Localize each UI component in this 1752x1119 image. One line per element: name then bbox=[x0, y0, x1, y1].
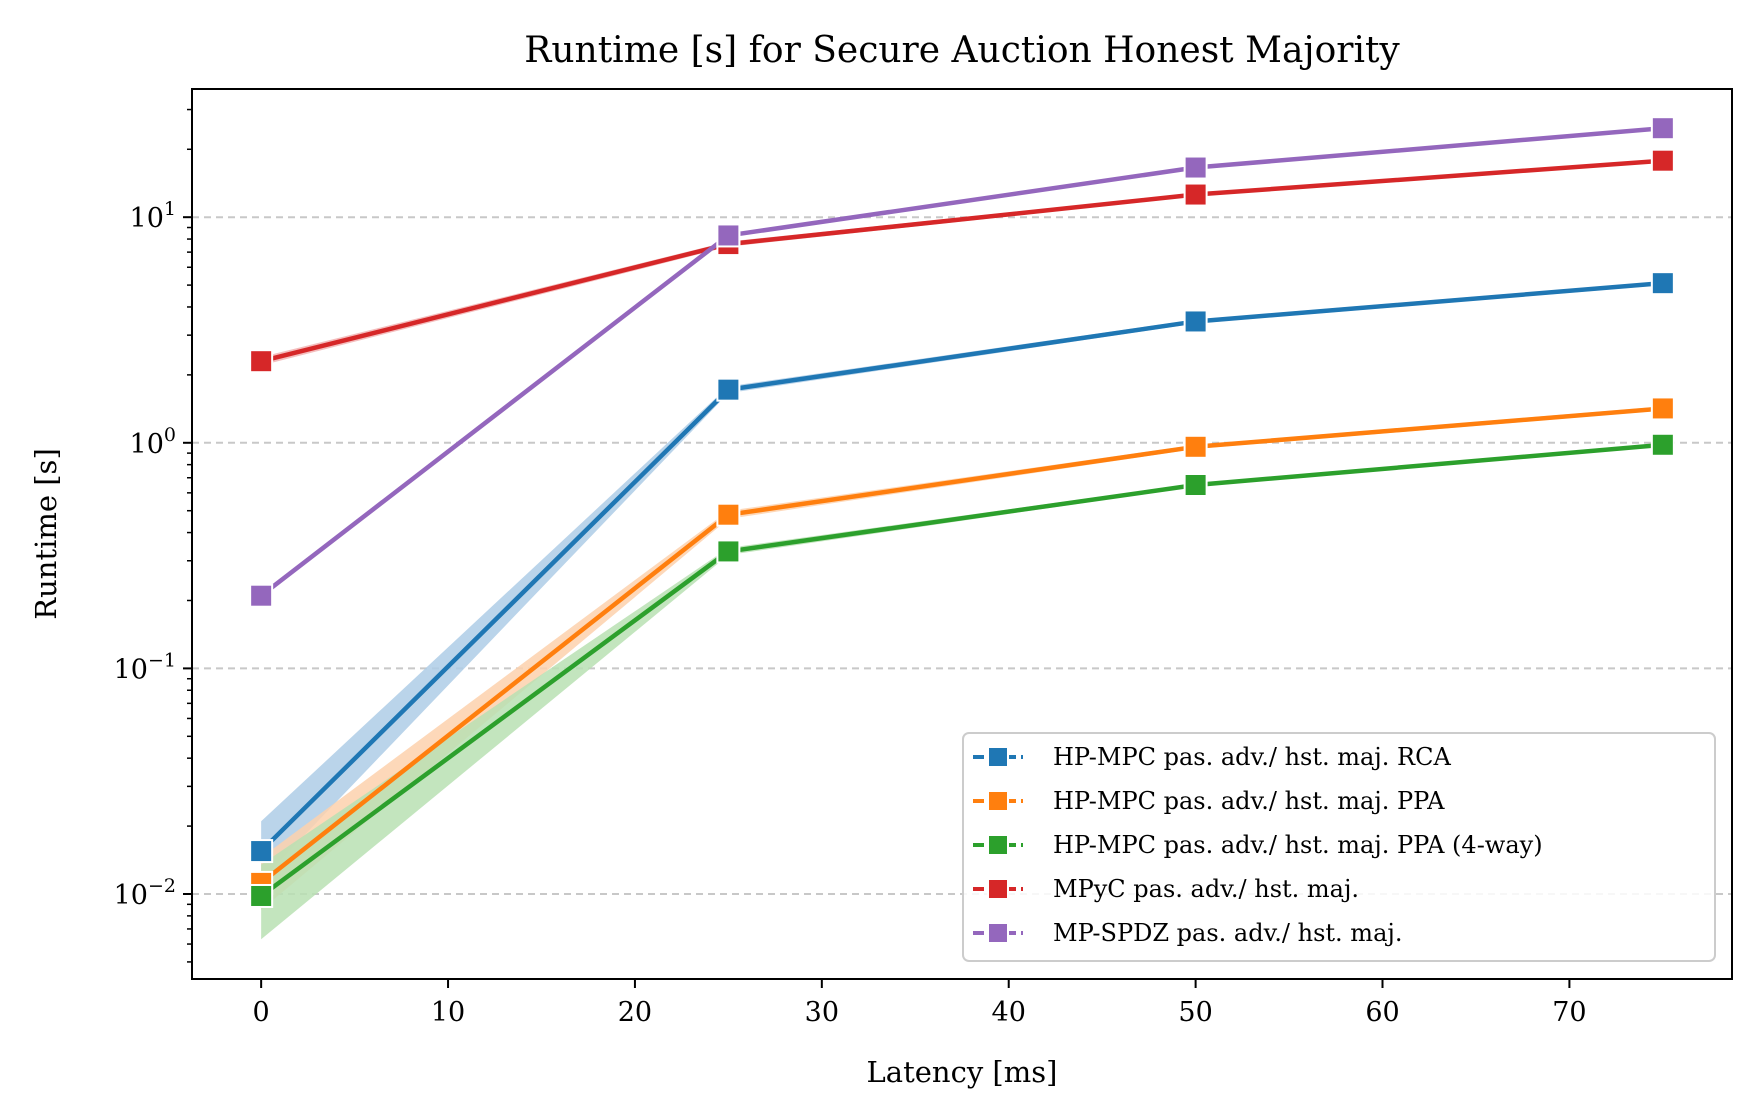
series-line bbox=[258, 125, 1666, 598]
series-line bbox=[258, 442, 1666, 899]
data-point bbox=[249, 583, 274, 608]
plot-frame bbox=[191, 88, 1733, 980]
legend-marker bbox=[987, 922, 1009, 944]
data-point bbox=[1650, 148, 1675, 173]
data-point bbox=[1183, 309, 1208, 334]
x-tick-label: 50 bbox=[1178, 997, 1212, 1028]
x-tick-label: 30 bbox=[805, 997, 839, 1028]
x-tick-label: 70 bbox=[1552, 997, 1586, 1028]
data-point bbox=[249, 883, 274, 908]
legend-box bbox=[962, 732, 1716, 962]
legend-marker bbox=[987, 746, 1009, 768]
x-tick-label: 0 bbox=[253, 997, 270, 1028]
series-band bbox=[261, 406, 1663, 910]
series-band bbox=[261, 281, 1663, 881]
series-line bbox=[258, 158, 1666, 364]
data-point bbox=[716, 223, 741, 248]
data-point bbox=[716, 377, 741, 402]
data-point bbox=[1650, 271, 1675, 296]
series-line bbox=[258, 280, 1666, 854]
data-point bbox=[1650, 116, 1675, 141]
y-tick-label: 10−1 bbox=[114, 649, 176, 685]
x-tick-label: 10 bbox=[431, 997, 465, 1028]
legend: HP-MPC pas. adv./ hst. maj. RCA HP-MPC pa… bbox=[962, 732, 1716, 962]
y-tick-label: 101 bbox=[130, 198, 176, 234]
data-point bbox=[716, 502, 741, 527]
chart-title: Runtime [s] for Secure Auction Honest Ma… bbox=[524, 30, 1400, 71]
data-point bbox=[1183, 182, 1208, 207]
x-axis-ticks: 0 10 20 30 40 50 60 70 bbox=[253, 979, 1587, 1028]
y-tick-label: 10−2 bbox=[114, 875, 176, 911]
data-point bbox=[1183, 434, 1208, 459]
y-axis-ticks: 10−2 10−1 100 101 bbox=[114, 108, 192, 963]
legend-marker bbox=[987, 878, 1009, 900]
data-point bbox=[249, 349, 274, 374]
legend-label: HP-MPC pas. adv./ hst. maj. RCA bbox=[1053, 743, 1451, 771]
legend-label: HP-MPC pas. adv./ hst. maj. PPA (4-way) bbox=[1053, 831, 1543, 859]
y-axis-label: Runtime [s] bbox=[29, 448, 63, 620]
legend-marker bbox=[987, 790, 1009, 812]
y-tick-label: 100 bbox=[130, 424, 176, 460]
series-markers bbox=[249, 116, 1675, 908]
data-point bbox=[716, 539, 741, 564]
x-tick-label: 20 bbox=[618, 997, 652, 1028]
legend-label: HP-MPC pas. adv./ hst. maj. PPA bbox=[1053, 787, 1445, 815]
x-tick-label: 60 bbox=[1365, 997, 1399, 1028]
x-tick-label: 40 bbox=[992, 997, 1026, 1028]
data-point bbox=[1183, 473, 1208, 498]
legend-label: MP-SPDZ pas. adv./ hst. maj. bbox=[1053, 919, 1402, 947]
x-axis-label: Latency [ms] bbox=[867, 1055, 1058, 1089]
data-point bbox=[249, 839, 274, 864]
legend-marker bbox=[987, 834, 1009, 856]
data-point bbox=[1650, 432, 1675, 457]
series-lines bbox=[258, 125, 1666, 899]
data-point bbox=[1650, 396, 1675, 421]
legend-label: MPyC pas. adv./ hst. maj. bbox=[1053, 875, 1359, 903]
data-point bbox=[1183, 155, 1208, 180]
series-line bbox=[258, 406, 1666, 886]
